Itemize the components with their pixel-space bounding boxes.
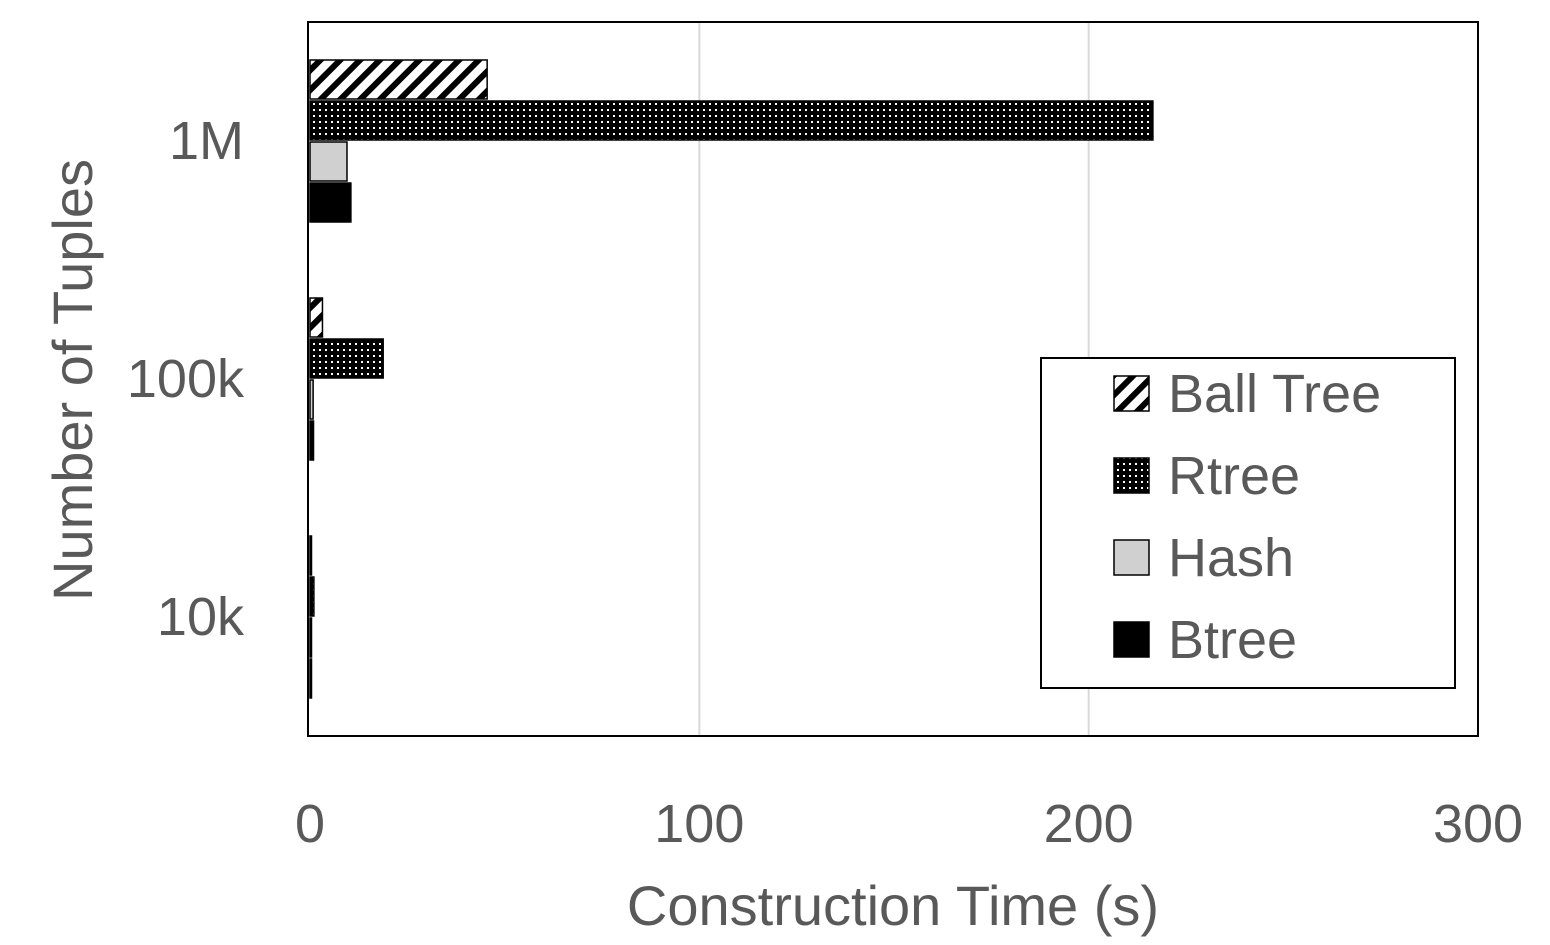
x-axis-title: Construction Time (s) [627, 874, 1159, 937]
plot-frame [307, 21, 1479, 737]
bar-rtree-100k [309, 338, 384, 379]
bar-hash-100k [309, 379, 314, 420]
y-tick-label-10k: 10k [157, 587, 245, 647]
legend-swatch-ball-tree [1113, 375, 1150, 412]
legend-label-btree: Btree [1168, 610, 1297, 670]
legend-items: Ball Tree Rtree Hash Btree [1113, 364, 1381, 670]
bar-hash-10k [309, 617, 313, 658]
legend-swatch-rtree [1113, 457, 1150, 494]
legend-swatch-btree [1113, 621, 1150, 658]
bars [309, 59, 1154, 699]
x-tick-label-300: 300 [1433, 794, 1523, 854]
bar-btree-1m [309, 182, 352, 223]
y-axis-title: Number of Tuples [41, 159, 104, 601]
x-tick-label-100: 100 [654, 794, 744, 854]
x-tick-label-0: 0 [295, 794, 325, 854]
y-tick-label-1m: 1M [169, 111, 244, 171]
tick-labels: 1M 100k 10k 0 100 200 300 [127, 111, 1523, 854]
legend-box [1040, 357, 1456, 689]
bar-btree-100k [309, 420, 315, 461]
bar-hash-1m [309, 141, 348, 182]
bar-rtree-10k [309, 576, 315, 617]
legend-swatch-hash [1113, 539, 1150, 576]
bar-ball-tree-10k [309, 535, 313, 576]
legend-label-rtree: Rtree [1168, 446, 1300, 506]
x-tick-label-200: 200 [1044, 794, 1134, 854]
bar-btree-10k [309, 658, 313, 699]
bar-rtree-1m [309, 100, 1154, 141]
bar-ball-tree-100k [309, 297, 324, 338]
legend-label-ball-tree: Ball Tree [1168, 364, 1381, 424]
y-tick-label-100k: 100k [127, 349, 245, 409]
legend: Ball Tree Rtree Hash Btree [1040, 357, 1456, 689]
legend-label-hash: Hash [1168, 528, 1294, 588]
bar-ball-tree-1m [309, 59, 488, 100]
